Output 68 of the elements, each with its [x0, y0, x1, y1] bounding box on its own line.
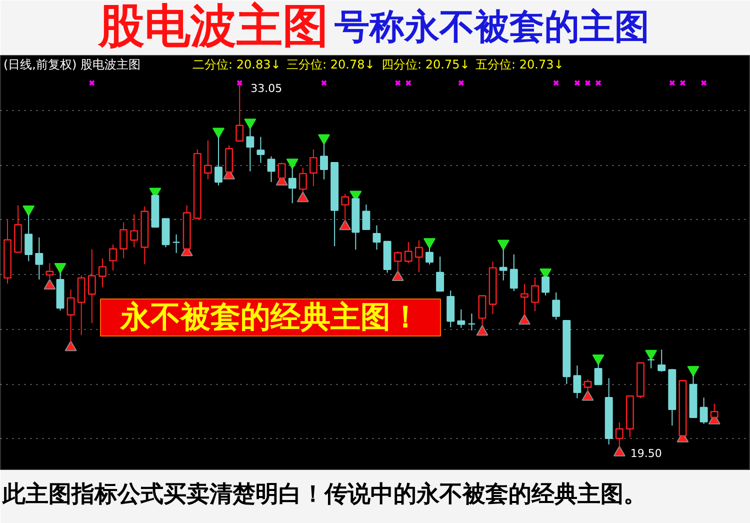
candlestick [214, 136, 222, 186]
point [320, 80, 328, 86]
candlestick [436, 256, 444, 292]
candlestick [372, 224, 381, 250]
annotation: 四分位: 20.75↓ [382, 58, 470, 72]
point [613, 446, 626, 456]
point [296, 192, 309, 202]
candlestick [594, 363, 602, 386]
candlestick [246, 128, 254, 172]
candlestick [172, 234, 180, 254]
candlestick [109, 244, 117, 272]
annotation: 三分位: 20.78↓ [286, 58, 375, 72]
point [669, 80, 676, 86]
candlestick [647, 358, 656, 369]
point [476, 325, 488, 336]
annotation: 33.05 [250, 82, 282, 96]
candlestick [426, 247, 434, 266]
point [392, 270, 404, 282]
point [518, 314, 530, 325]
annotation: 五分位: 20.73↓ [476, 58, 564, 72]
annotation: 19.50 [630, 447, 662, 460]
candlestick [24, 214, 33, 262]
candlestick [204, 140, 212, 180]
point [405, 80, 412, 86]
candlestick [288, 168, 296, 204]
candlestick [457, 308, 466, 328]
annotation: 永不被套的经典主图！ [120, 300, 420, 335]
candlestick [320, 144, 328, 180]
text: 此主图指标公式买卖清楚明白！传说中的永不被套的经典主图。 [2, 480, 646, 508]
chart-subtitle: 号称永不被套的主图 [334, 8, 650, 48]
chart-title: 股电波主图 [98, 0, 328, 52]
candlestick [531, 276, 539, 312]
candlestick [130, 214, 138, 248]
candlestick [88, 248, 96, 324]
point [584, 80, 591, 86]
point [339, 220, 352, 230]
candlestick [309, 148, 318, 187]
point [236, 80, 243, 86]
point [574, 80, 580, 86]
candlestick [542, 276, 550, 296]
point [458, 80, 464, 86]
point [552, 80, 560, 86]
candlestick [236, 81, 244, 142]
candlestick [499, 248, 508, 281]
point [394, 80, 401, 86]
candlestick [120, 222, 128, 259]
point [595, 80, 602, 86]
point [44, 279, 56, 290]
candlestick [700, 397, 708, 424]
candlestick [658, 349, 666, 372]
candlestick [256, 136, 265, 164]
candlestick [510, 254, 518, 292]
candlestick [468, 313, 476, 332]
point [88, 80, 96, 86]
candlestick [414, 240, 423, 273]
point [700, 80, 707, 86]
candlestick [267, 156, 276, 183]
candlestick [35, 236, 44, 280]
point [582, 390, 594, 401]
point [680, 80, 686, 86]
annotation: (日线,前复权) 股电波主图 [4, 58, 140, 72]
candlestick [573, 365, 582, 399]
point [64, 340, 77, 352]
candlestick [98, 258, 106, 288]
candlestick [362, 204, 370, 230]
candlestick [552, 292, 560, 320]
candlestick [404, 242, 412, 264]
annotation: 二分位: 20.83↓ [192, 58, 281, 72]
